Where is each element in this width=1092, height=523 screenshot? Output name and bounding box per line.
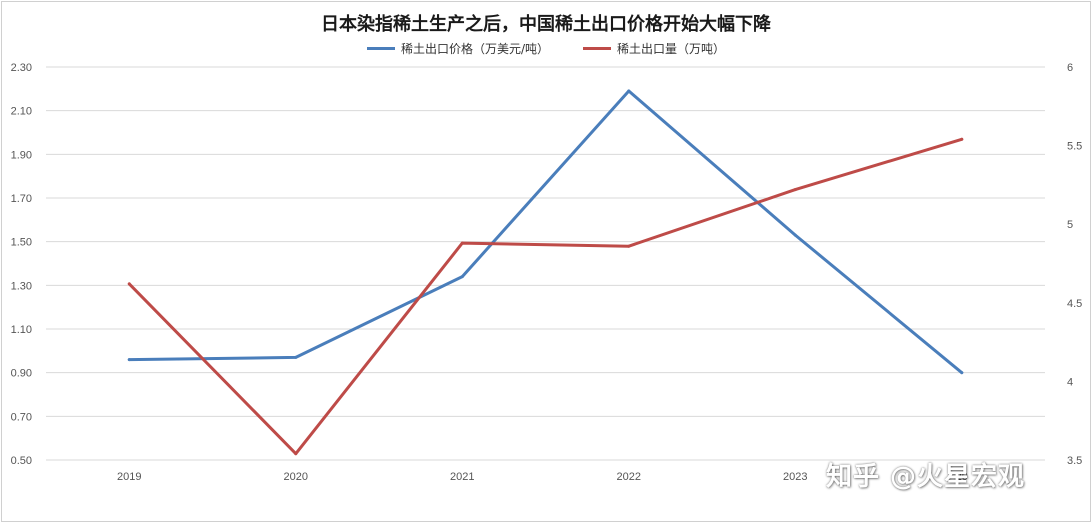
y-right-tick-label: 5: [1067, 219, 1073, 231]
legend-swatch-volume: [583, 47, 612, 50]
legend-swatch-price: [366, 47, 395, 50]
x-tick-label: 2023: [783, 471, 807, 483]
data-point-price-2023: [793, 233, 797, 237]
y-left-tick-label: 1.70: [11, 193, 32, 205]
data-point-volume-2020: [294, 452, 298, 456]
x-tick-label: 2021: [450, 471, 474, 483]
y-left-tick-label: 1.10: [11, 324, 32, 336]
watermark-text: 知乎 @火星宏观: [826, 462, 1026, 492]
data-point-price-2022: [627, 89, 631, 93]
series-line-price: [127, 89, 964, 375]
legend-item-price: 稀土出口价格（万美元/吨）: [366, 40, 550, 57]
data-point-price-2024: [960, 371, 964, 375]
y-right-tick-label: 3.5: [1067, 455, 1082, 467]
data-point-price-2020: [294, 355, 298, 359]
chart-title: 日本染指稀土生产之后，中国稀土出口价格开始大幅下降: [321, 14, 771, 35]
y-left-tick-label: 1.90: [11, 149, 32, 161]
y-left-tick-label: 0.50: [11, 455, 32, 467]
y-right-tick-label: 5.5: [1067, 141, 1082, 153]
y-right-tick-label: 4: [1067, 376, 1073, 388]
x-tick-label: 2022: [617, 471, 641, 483]
y-left-tick-label: 1.50: [11, 237, 32, 249]
y-left-tick-label: 2.30: [11, 62, 32, 74]
x-tick-label: 20: [956, 471, 968, 483]
data-point-price-2019: [127, 358, 131, 362]
series-line-volume: [127, 137, 964, 456]
data-point-volume-2024: [960, 137, 964, 141]
data-point-volume-2022: [627, 244, 631, 248]
y-left-tick-label: 0.90: [11, 368, 32, 380]
data-point-volume-2023: [793, 188, 797, 192]
x-tick-label: 2020: [284, 471, 308, 483]
y-left-tick-label: 1.30: [11, 280, 32, 292]
y-left-tick-label: 0.70: [11, 411, 32, 423]
data-point-volume-2021: [460, 241, 464, 245]
y-left-tick-label: 2.10: [11, 106, 32, 118]
chart-legend: 稀土出口价格（万美元/吨） 稀土出口量（万吨）: [0, 40, 1092, 57]
y-right-tick-label: 4.5: [1067, 298, 1082, 310]
legend-item-volume: 稀土出口量（万吨）: [583, 40, 725, 57]
legend-label-price: 稀土出口价格（万美元/吨）: [400, 42, 550, 56]
legend-label-volume: 稀土出口量（万吨）: [617, 42, 726, 56]
data-point-volume-2019: [127, 282, 131, 286]
x-tick-label: 2019: [117, 471, 141, 483]
data-point-price-2021: [460, 275, 464, 279]
y-right-tick-label: 6: [1067, 62, 1073, 74]
